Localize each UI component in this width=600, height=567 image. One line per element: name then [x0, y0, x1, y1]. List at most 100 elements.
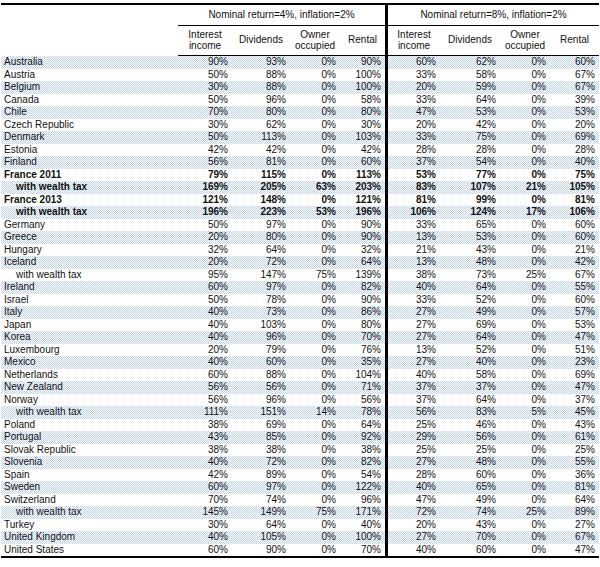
value-cell: 56%: [440, 431, 500, 444]
value-cell: 82%: [340, 456, 385, 469]
value-cell: 53%: [440, 106, 500, 119]
table-body: Australia90%93%0%90%60%62%0%60%Austria50…: [1, 56, 599, 556]
value-cell: 80%: [232, 106, 290, 119]
value-cell: 33%: [388, 131, 440, 144]
value-cell: 56%: [340, 394, 385, 407]
value-cell: 106%: [388, 206, 440, 219]
value-cell: 113%: [340, 169, 385, 182]
value-cell: 0%: [290, 156, 340, 169]
col-header-interest-income-1: Interest income: [178, 26, 232, 56]
value-cell: 122%: [340, 481, 385, 494]
value-cell: 100%: [340, 69, 385, 82]
country-label: Japan: [1, 319, 178, 332]
table-row: Estonia42%42%0%42%28%28%0%28%: [1, 144, 599, 157]
value-cell: 33%: [388, 219, 440, 232]
value-cell: 96%: [232, 394, 290, 407]
table-row: with wealth tax111%151%14%78%56%83%5%45%: [1, 406, 599, 419]
value-cell: 0%: [290, 194, 340, 207]
value-cell: 53%: [388, 169, 440, 182]
value-cell: 58%: [340, 94, 385, 107]
country-label: Norway: [1, 394, 178, 407]
value-cell: 88%: [232, 369, 290, 382]
value-cell: 64%: [440, 394, 500, 407]
value-cell: 60%: [550, 56, 599, 69]
value-cell: 0%: [500, 56, 550, 69]
value-cell: 56%: [232, 381, 290, 394]
value-cell: 28%: [388, 469, 440, 482]
value-cell: 49%: [440, 306, 500, 319]
value-cell: 40%: [178, 331, 232, 344]
value-cell: 30%: [178, 81, 232, 94]
value-cell: 42%: [178, 144, 232, 157]
table-row: Mexico40%60%0%35%27%40%0%23%: [1, 356, 599, 369]
value-cell: 75%: [550, 169, 599, 182]
country-label: Netherlands: [1, 369, 178, 382]
value-cell: 50%: [178, 294, 232, 307]
value-cell: 60%: [550, 231, 599, 244]
value-cell: 64%: [340, 256, 385, 269]
value-cell: 171%: [340, 506, 385, 519]
table-row: Netherlands60%88%0%104%40%58%0%69%: [1, 369, 599, 382]
col-header-owner-occupied-1: Owner occupied: [290, 26, 340, 56]
value-cell: 0%: [290, 256, 340, 269]
value-cell: 52%: [440, 294, 500, 307]
value-cell: 37%: [388, 156, 440, 169]
col-header-owner-occupied-2: Owner occupied: [500, 26, 550, 56]
value-cell: 0%: [290, 431, 340, 444]
value-cell: 57%: [550, 306, 599, 319]
value-cell: 30%: [178, 519, 232, 532]
value-cell: 0%: [290, 106, 340, 119]
value-cell: 60%: [440, 544, 500, 557]
value-cell: 56%: [388, 406, 440, 419]
value-cell: 50%: [178, 94, 232, 107]
country-label: with wealth tax: [1, 269, 178, 282]
value-cell: 32%: [340, 244, 385, 257]
value-cell: 40%: [178, 356, 232, 369]
value-cell: 88%: [232, 69, 290, 82]
value-cell: 96%: [232, 94, 290, 107]
value-cell: 50%: [178, 131, 232, 144]
value-cell: 0%: [290, 481, 340, 494]
value-cell: 55%: [550, 281, 599, 294]
value-cell: 97%: [232, 219, 290, 232]
value-cell: 60%: [340, 156, 385, 169]
value-cell: 106%: [550, 206, 599, 219]
column-header-row: Interest income Dividends Owner occupied…: [1, 26, 599, 56]
value-cell: 0%: [500, 494, 550, 507]
table-row: Korea40%96%0%70%27%64%0%47%: [1, 331, 599, 344]
value-cell: 47%: [550, 544, 599, 557]
value-cell: 113%: [232, 131, 290, 144]
value-cell: 92%: [340, 431, 385, 444]
country-label: Switzerland: [1, 494, 178, 507]
value-cell: 97%: [232, 481, 290, 494]
value-cell: 121%: [178, 194, 232, 207]
table-row: Spain42%89%0%54%28%60%0%36%: [1, 469, 599, 482]
value-cell: 89%: [550, 506, 599, 519]
value-cell: 0%: [500, 81, 550, 94]
value-cell: 42%: [178, 469, 232, 482]
country-label: Germany: [1, 219, 178, 232]
value-cell: 81%: [388, 194, 440, 207]
group-header-row: Nominal return=4%, inflation=2% Nominal …: [1, 5, 599, 26]
value-cell: 72%: [388, 506, 440, 519]
value-cell: 38%: [178, 444, 232, 457]
value-cell: 69%: [550, 131, 599, 144]
table-row: Turkey30%64%0%40%20%43%0%27%: [1, 519, 599, 532]
value-cell: 90%: [178, 56, 232, 69]
value-cell: 149%: [232, 506, 290, 519]
country-label: Slovak Republic: [1, 444, 178, 457]
value-cell: 96%: [340, 494, 385, 507]
col-header-dividends-2: Dividends: [440, 26, 500, 56]
value-cell: 20%: [178, 256, 232, 269]
country-label: Iceland: [1, 256, 178, 269]
value-cell: 28%: [550, 144, 599, 157]
value-cell: 50%: [178, 219, 232, 232]
value-cell: 0%: [500, 169, 550, 182]
value-cell: 0%: [500, 256, 550, 269]
value-cell: 145%: [178, 506, 232, 519]
value-cell: 0%: [290, 319, 340, 332]
value-cell: 73%: [232, 306, 290, 319]
value-cell: 70%: [340, 544, 385, 557]
value-cell: 40%: [340, 519, 385, 532]
country-label: Belgium: [1, 81, 178, 94]
